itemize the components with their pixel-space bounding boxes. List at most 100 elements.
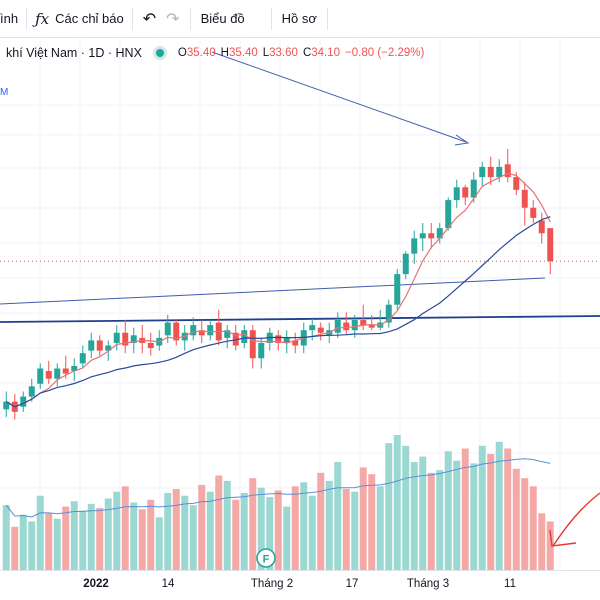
candle-body (88, 340, 95, 351)
ohlc-value: 34.10 (311, 47, 341, 59)
candle-body (173, 322, 180, 341)
candle-body (530, 207, 537, 218)
volume-bar (53, 518, 61, 570)
volume-bar (419, 456, 427, 570)
candle-body (130, 335, 137, 343)
candle-body (487, 166, 494, 178)
volume-bar (368, 474, 376, 570)
candle-body (402, 253, 409, 275)
toolbar-separator (26, 7, 28, 30)
time-axis[interactable]: 2022 14 Tháng 2 17 Tháng 3 11 (0, 570, 600, 600)
ma-fast-line (5, 172, 551, 408)
candle-body (351, 320, 358, 331)
volume-ma-line (5, 458, 551, 518)
candle-body (309, 325, 316, 331)
toolbar-separator (189, 7, 191, 30)
redo-icon[interactable]: ↷ (166, 10, 180, 28)
ohlc-value: 33.60 (269, 47, 298, 59)
x-axis-label: 14 (161, 578, 175, 590)
candle-body (538, 220, 545, 234)
volume-bar (504, 448, 512, 570)
candle-body (198, 330, 205, 336)
pointer-arrowhead (454, 134, 470, 146)
candle-body (71, 365, 78, 372)
candle-body (462, 187, 469, 198)
ma-slow-line (5, 216, 551, 408)
chart-menu-button[interactable]: Biểu đồ (200, 11, 245, 26)
volume-bar (283, 506, 291, 570)
symbol-legend: khí Việt Nam · 1D · HNX O35.40 H35.40 L33.… (0, 44, 600, 62)
toolbar-separator (270, 7, 272, 30)
price-chart[interactable]: F (0, 38, 600, 570)
event-marker-icon (256, 548, 276, 568)
candle-body (496, 166, 503, 178)
volume-bar (181, 495, 189, 570)
candle-body (317, 327, 324, 333)
volume-bar (96, 507, 104, 570)
x-axis-label: 2022 (83, 578, 109, 590)
volume-bar (164, 493, 172, 570)
volume-bar (19, 514, 27, 570)
volume-bar (325, 480, 333, 570)
volume-bar (155, 517, 163, 570)
ohlc-key: L (262, 47, 270, 59)
candle-body (479, 166, 486, 178)
candle-body (428, 233, 435, 239)
candle-body (258, 342, 265, 359)
candle-body (360, 320, 367, 326)
candle-body (521, 189, 528, 208)
ohlc-key: O (177, 47, 187, 59)
indicators-label: Các chỉ báo (55, 11, 124, 26)
toolbar-left-item[interactable]: ình (0, 11, 19, 26)
volume-bar (240, 493, 248, 570)
volume-bar (529, 486, 537, 570)
candle-body (37, 368, 44, 384)
volume-bar (538, 513, 546, 570)
symbol-title[interactable]: khí Việt Nam · 1D · HNX (6, 46, 142, 60)
candle-body (385, 304, 392, 323)
volume-bar (495, 441, 503, 570)
candle-body (411, 238, 418, 254)
volume-bar (461, 448, 469, 570)
volume-bar (147, 499, 155, 570)
candle-body (122, 332, 129, 346)
volume-bar (138, 509, 146, 570)
candle-body (368, 325, 375, 328)
volume-bar (436, 470, 444, 570)
volume-bar (223, 480, 231, 570)
candle-body (343, 322, 350, 331)
volume-bar (189, 505, 197, 570)
indicators-button[interactable]: ƒx Các chỉ báo (27, 0, 132, 37)
profile-menu-button[interactable]: Hồ sơ (281, 11, 317, 26)
candle-body (334, 320, 341, 333)
volume-bar (342, 489, 350, 570)
candle-body (283, 337, 290, 343)
volume-bar (402, 445, 410, 570)
candle-body (224, 330, 231, 338)
candle-body (470, 179, 477, 198)
volume-bar (249, 478, 257, 570)
ohlc-value: 35.40 (186, 47, 216, 59)
volume-bar (198, 484, 206, 570)
volume-bar (104, 498, 112, 570)
undo-icon[interactable]: ↶ (142, 10, 157, 28)
volume-bar (546, 521, 554, 570)
volume-bar (87, 503, 95, 570)
chart-drawings (0, 260, 600, 323)
volume-bar (410, 462, 418, 570)
volume-bar (62, 506, 70, 570)
scale-letter: M (0, 87, 9, 98)
volume-bar (36, 495, 44, 570)
red-arrow-curve (552, 492, 600, 547)
volume-bar (453, 460, 461, 570)
volume-bar (2, 505, 10, 570)
function-icon: ƒx (35, 9, 50, 28)
candle-body (45, 371, 52, 379)
volume-bar (308, 495, 316, 570)
candle-body (79, 353, 86, 364)
volume-bar (79, 510, 87, 570)
volume-bar (512, 468, 520, 570)
moving-averages (5, 172, 551, 408)
undo-redo-group: ↶ ↷ (133, 9, 190, 29)
candle-body (147, 342, 154, 349)
